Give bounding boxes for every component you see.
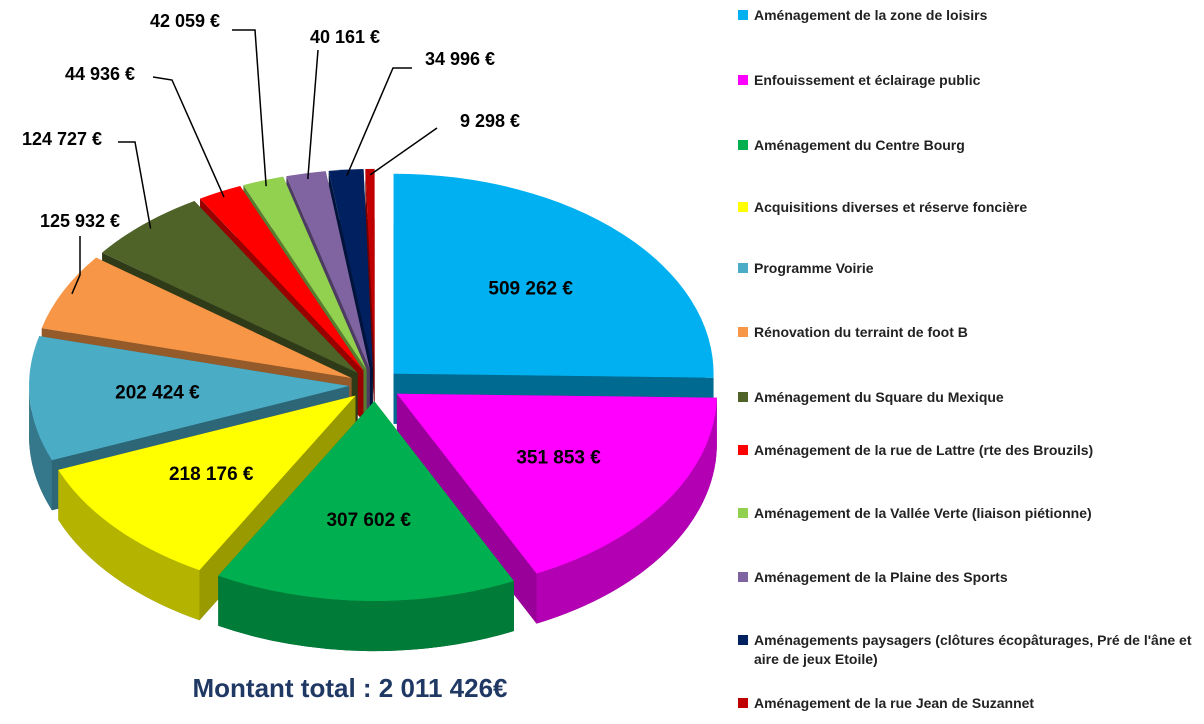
legend-label: Rénovation du terraint de foot B xyxy=(754,324,968,340)
total-annotation: Montant total : 2 011 426€ xyxy=(193,673,508,703)
legend-swatch xyxy=(738,75,748,85)
slice-top xyxy=(218,401,514,602)
value-label: 40 161 € xyxy=(310,27,380,47)
value-label: 125 932 € xyxy=(40,211,120,231)
slice-top xyxy=(58,395,356,571)
legend-label: Aménagements paysagers (clôtures écopâtu… xyxy=(754,632,1192,667)
leader-line xyxy=(71,236,81,295)
legend-item: Aménagement du Centre Bourg xyxy=(738,136,1094,155)
slice-top xyxy=(200,186,364,371)
slice xyxy=(393,173,714,428)
legend-label: Aménagement de la zone de loisirs xyxy=(754,7,988,23)
legend-item: Programme Voirie xyxy=(738,259,1094,278)
legend-label: Acquisitions diverses et réserve foncièr… xyxy=(754,199,1028,215)
legend-label: Aménagement de la Vallée Verte (liaison … xyxy=(754,505,1092,521)
legend-swatch xyxy=(738,10,748,20)
legend-item: Aménagement de la zone de loisirs xyxy=(738,6,1094,25)
legend-item: Aménagements paysagers (clôtures écopâtu… xyxy=(738,631,1204,669)
leader-line xyxy=(346,67,412,176)
legend-swatch xyxy=(738,263,748,273)
legend-item: Acquisitions diverses et réserve foncièr… xyxy=(738,198,1094,217)
legend-item: Enfouissement et éclairage public xyxy=(738,71,1094,90)
value-label: 202 424 € xyxy=(115,383,200,404)
value-label: 218 176 € xyxy=(169,464,254,485)
slice-top xyxy=(29,336,350,461)
legend-item: Rénovation du terraint de foot B xyxy=(738,323,1094,342)
legend-swatch xyxy=(738,698,748,708)
legend-label: Aménagement du Square du Mexique xyxy=(754,389,1004,405)
labels: 509 262 € 351 853 € 307 602 € 218 176 € 202 … xyxy=(22,11,601,531)
legend-swatch xyxy=(738,572,748,582)
value-label: 34 996 € xyxy=(425,49,495,69)
slice-side xyxy=(218,575,514,652)
value-label: 44 936 € xyxy=(65,64,135,84)
legend-item: Aménagement de la Vallée Verte (liaison … xyxy=(738,504,1094,523)
slice-top xyxy=(328,169,373,369)
chart: Montant total : 2 011 426€ 509 262 € 351 … xyxy=(22,11,717,703)
legend-swatch xyxy=(738,140,748,150)
legend-item: Aménagement de la Plaine des Sports xyxy=(738,568,1094,587)
leader-line xyxy=(232,29,267,187)
slice-top xyxy=(243,176,367,370)
slice-top xyxy=(41,257,352,379)
legend-label: Aménagement du Centre Bourg xyxy=(754,137,965,153)
legend-label: Aménagement de la Plaine des Sports xyxy=(754,569,1008,585)
slice-top xyxy=(365,168,375,369)
slice-side xyxy=(536,397,717,624)
slice-top xyxy=(393,173,714,378)
legend-item: Aménagement de la rue Jean de Suzannet xyxy=(738,694,1094,713)
value-label: 307 602 € xyxy=(326,510,411,531)
pie xyxy=(29,168,717,652)
legend-item: Aménagement de la rue de Lattre (rte des… xyxy=(738,441,1094,460)
legend-swatch xyxy=(738,392,748,402)
value-label: 351 853 € xyxy=(516,447,601,468)
legend-label: Aménagement de la rue de Lattre (rte des… xyxy=(754,442,1094,458)
slice xyxy=(218,401,514,652)
leader-line xyxy=(369,127,438,176)
legend-swatch xyxy=(738,635,748,645)
legend-swatch xyxy=(738,445,748,455)
slice-side xyxy=(29,386,52,511)
legend-swatch xyxy=(738,202,748,212)
leader-line xyxy=(307,49,319,180)
legend-swatch xyxy=(738,327,748,337)
slice-side xyxy=(58,469,200,621)
legend-label: Enfouissement et éclairage public xyxy=(754,72,981,88)
legend-swatch xyxy=(738,508,748,518)
leader-line xyxy=(152,76,225,198)
slice-top xyxy=(102,200,358,373)
value-label: 124 727 € xyxy=(22,129,102,149)
legend-label: Aménagement de la rue Jean de Suzannet xyxy=(754,695,1035,711)
value-label: 509 262 € xyxy=(488,279,573,300)
value-label: 42 059 € xyxy=(150,11,220,31)
legend-label: Programme Voirie xyxy=(754,260,874,276)
slice-wall xyxy=(365,168,375,419)
leader-line xyxy=(118,141,152,229)
value-label: 9 298 € xyxy=(460,111,520,131)
slice-top xyxy=(286,171,370,370)
legend-item: Aménagement du Square du Mexique xyxy=(738,388,1094,407)
slice-top xyxy=(396,393,717,574)
